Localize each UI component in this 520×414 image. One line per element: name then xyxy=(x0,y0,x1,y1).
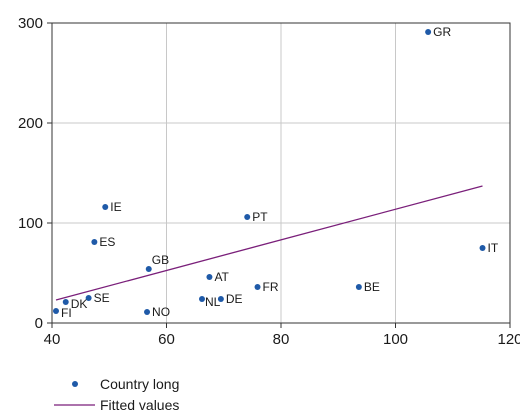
point-label-be: BE xyxy=(364,280,380,294)
x-axis: 40 60 80 100 120 xyxy=(44,323,520,348)
point-pt xyxy=(244,214,251,220)
point-fr xyxy=(254,284,261,290)
legend-label-country-long: Country long xyxy=(100,376,179,392)
grid-lines xyxy=(51,22,511,324)
y-tick-label: 0 xyxy=(35,315,43,332)
point-label-gb: GB xyxy=(152,253,169,267)
point-label-es: ES xyxy=(99,235,115,249)
y-tick-label: 100 xyxy=(18,215,43,232)
x-tick-label: 120 xyxy=(497,331,520,348)
fitted-line-layer xyxy=(55,185,483,301)
legend: Country long Fitted values xyxy=(54,376,179,413)
y-tick-label: 300 xyxy=(18,15,43,32)
point-label-gr: GR xyxy=(433,25,451,39)
x-tick-label: 40 xyxy=(44,331,61,348)
point-it xyxy=(479,245,486,251)
point-label-it: IT xyxy=(488,241,499,255)
point-nl xyxy=(198,296,205,302)
point-label-ie: IE xyxy=(110,200,121,214)
point-label-pt: PT xyxy=(252,210,268,224)
x-tick-label: 100 xyxy=(383,331,408,348)
y-axis: 0 100 200 300 xyxy=(18,15,52,332)
point-label-nl: NL xyxy=(205,295,221,309)
x-tick-label: 80 xyxy=(273,331,290,348)
point-gb xyxy=(145,266,152,272)
point-label-dk: DK xyxy=(71,297,88,311)
point-label-fi: FI xyxy=(61,306,72,320)
point-ie xyxy=(102,204,109,210)
point-label-at: AT xyxy=(214,270,229,284)
point-label-fr: FR xyxy=(263,280,279,294)
point-se xyxy=(85,295,92,301)
point-no xyxy=(144,309,151,315)
points-layer: GR IE PT ES IT GB AT FR BE SE DK NL DE NO FI xyxy=(53,25,499,320)
point-gr xyxy=(425,29,432,35)
point-at xyxy=(206,274,213,280)
y-tick-label: 200 xyxy=(18,115,43,132)
point-be xyxy=(355,284,362,290)
point-label-no: NO xyxy=(152,305,170,319)
fitted-values-line xyxy=(55,185,483,301)
x-tick-label: 60 xyxy=(158,331,175,348)
point-dk xyxy=(62,299,69,305)
point-fi xyxy=(53,308,60,314)
legend-label-fitted-values: Fitted values xyxy=(100,397,179,413)
legend-point-marker xyxy=(72,381,78,387)
point-label-de: DE xyxy=(226,292,243,306)
point-es xyxy=(91,239,98,245)
point-de xyxy=(217,296,224,302)
point-label-se: SE xyxy=(94,291,110,305)
